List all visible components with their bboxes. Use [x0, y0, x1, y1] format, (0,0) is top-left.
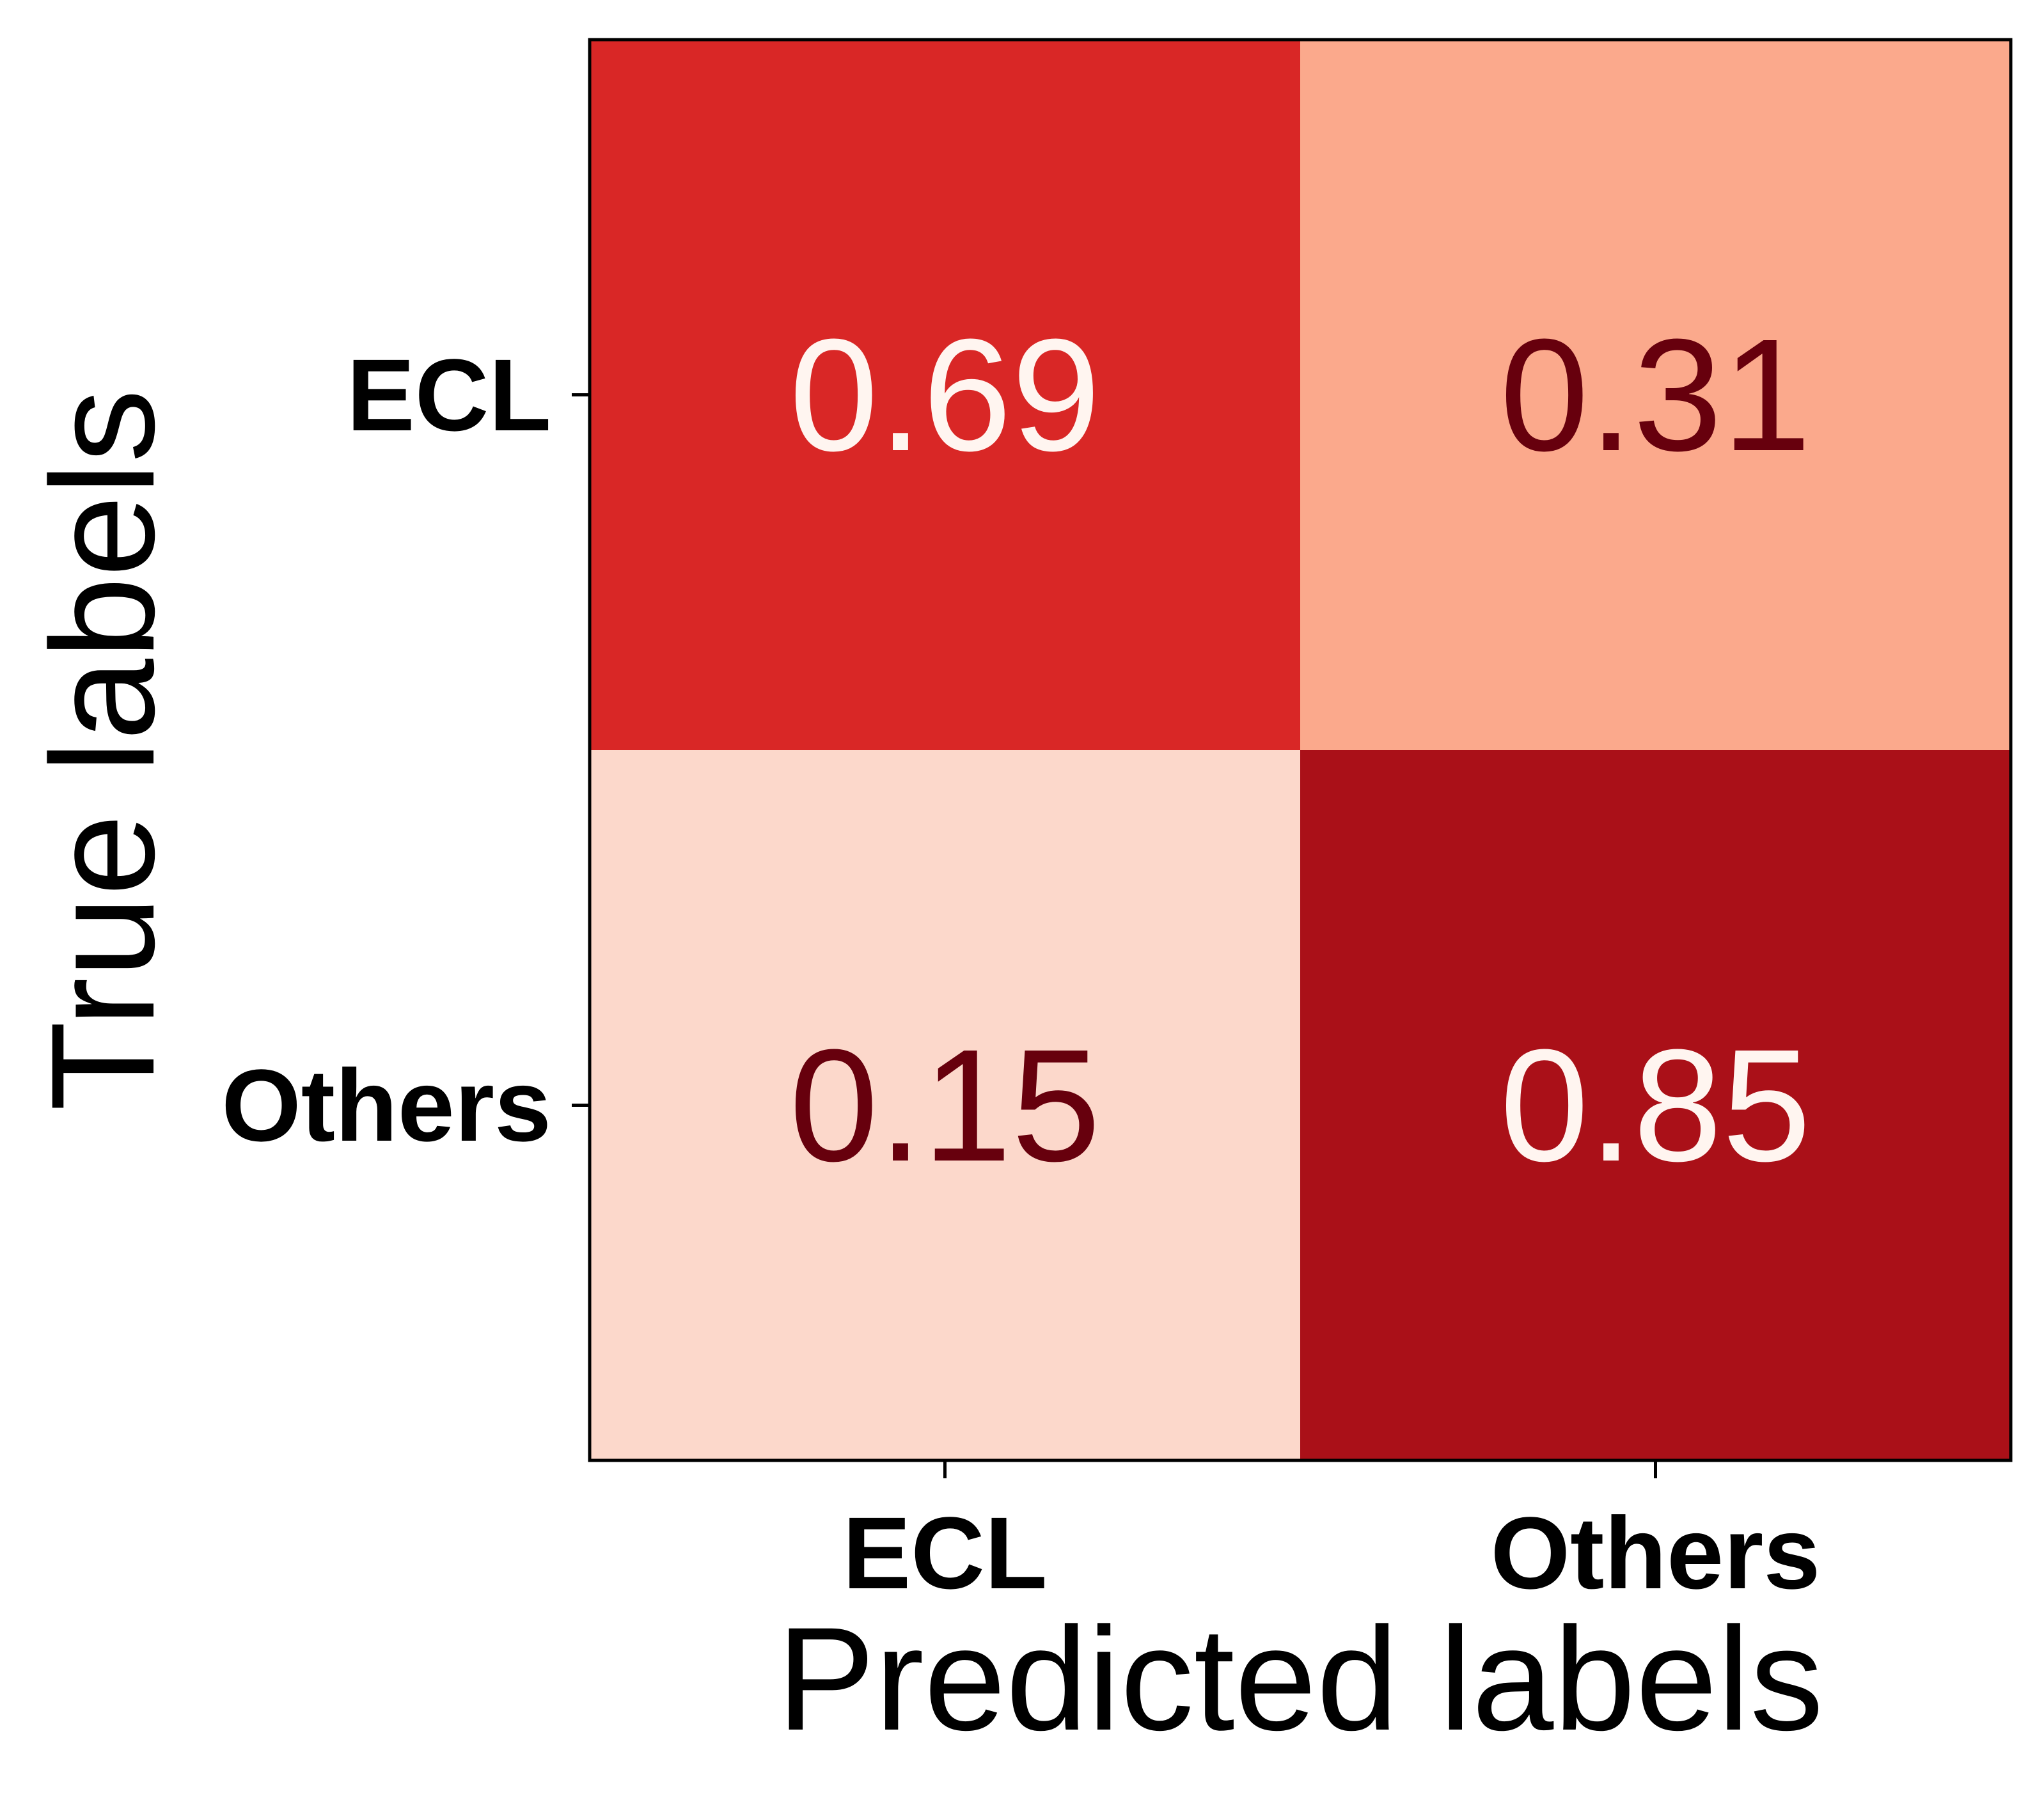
x-tick-label-0: ECL [843, 1496, 1048, 1610]
y-axis-label: True labels [20, 389, 185, 1111]
heatmap-cell-r0-c1 [1300, 40, 2011, 751]
y-tick-label-1: Others [221, 1048, 551, 1162]
heatmap-cells [590, 40, 2011, 1461]
y-axis-ticks: ECL Others [221, 338, 590, 1162]
heatmap-cell-r0-c0 [590, 40, 1301, 751]
cell-value-label-r1-c1: 0.85 [1500, 1016, 1811, 1194]
x-axis-ticks: ECL Others [843, 1460, 1821, 1610]
heatmap-cell-r1-c1 [1300, 750, 2011, 1461]
plot-frame [588, 38, 2013, 1462]
heatmap-cell-r1-c0 [590, 750, 1301, 1461]
cell-value-label-r1-c0: 0.15 [789, 1016, 1101, 1194]
cell-value-label-r0-c1: 0.31 [1500, 306, 1811, 484]
cell-value-label-r0-c0: 0.69 [789, 306, 1101, 484]
x-axis-label: Predicted labels [777, 1597, 1824, 1761]
heatmap-cell-labels: 0.69 0.31 0.15 0.85 [789, 306, 1811, 1194]
y-tick-label-0: ECL [347, 338, 551, 452]
x-tick-label-1: Others [1491, 1496, 1821, 1610]
